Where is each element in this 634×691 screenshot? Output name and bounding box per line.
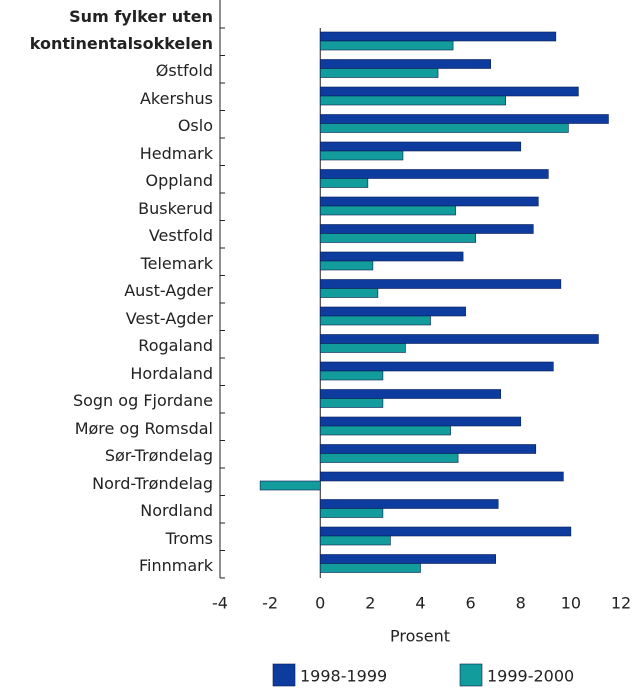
bar [319,141,522,152]
category-label: Vestfold [148,226,213,245]
bar [319,526,572,537]
bar [319,169,549,179]
bar [319,425,451,436]
category-label: Oslo [177,116,213,135]
x-tick-label: 12 [611,594,631,613]
bar [319,471,564,482]
bar [319,416,522,427]
category-label: Oppland [145,171,213,190]
category-label: Telemark [140,253,213,273]
x-tick-label: 4 [415,594,425,613]
bar [319,306,466,317]
bar [259,480,321,491]
x-tick-label: 8 [516,594,526,613]
bar [319,508,384,518]
x-tick-label: -2 [262,594,278,613]
bar [319,370,384,381]
legend-label: 1999-2000 [487,667,574,686]
bar [319,361,554,372]
category-label: Sør-Trøndelag [104,446,213,465]
category-label: Nord-Trøndelag [92,473,213,493]
bar [319,334,599,344]
category-label: Østfold [155,61,213,80]
bar [319,343,406,353]
legend-swatch [272,663,296,687]
legend-label: 1998-1999 [300,667,387,686]
bar [319,224,534,234]
category-label: Hordaland [130,363,213,383]
bar [319,178,369,188]
category-label: Buskerud [138,198,213,218]
x-tick-label: 6 [466,594,476,613]
category-label: Hedmark [139,143,213,163]
x-tick-label: 2 [365,594,375,613]
x-tick-label: 0 [315,594,325,613]
x-tick-label: 10 [561,594,581,613]
bar [319,123,569,133]
category-label: Aust-Agder [124,281,213,300]
bar [319,563,421,573]
category-label: Vest-Agder [125,308,213,328]
bar [319,499,499,509]
category-label: Nordland [140,501,213,520]
bar [319,535,391,546]
bar [319,233,476,243]
bar [319,40,454,51]
bar [319,205,456,216]
bar [319,86,579,97]
bar [319,150,404,161]
bar [319,444,537,454]
bar [319,279,562,289]
bar [319,114,609,124]
category-label: Sogn og Fjordane [72,391,213,410]
bar [319,260,374,271]
category-label: Rogaland [138,336,213,355]
legend-swatch [459,663,483,687]
x-axis-label: Prosent [390,627,450,646]
bar [319,315,431,326]
bar [319,398,384,408]
bar [319,68,439,78]
bar [319,31,557,42]
category-label: Møre og Romsdal [74,418,213,438]
bar [319,389,501,399]
bar [319,288,379,298]
category-label: Troms [165,528,213,548]
x-tick-label: -4 [212,594,228,613]
bar [319,59,491,69]
category-label: Akershus [139,88,213,108]
category-label: Finnmark [139,556,213,575]
bar [319,251,464,262]
bar [319,95,507,106]
category-label: Sum fylker uten kontinentalsokkelen [29,6,213,53]
bar [319,453,459,463]
bar [319,196,539,207]
bar [319,554,496,564]
